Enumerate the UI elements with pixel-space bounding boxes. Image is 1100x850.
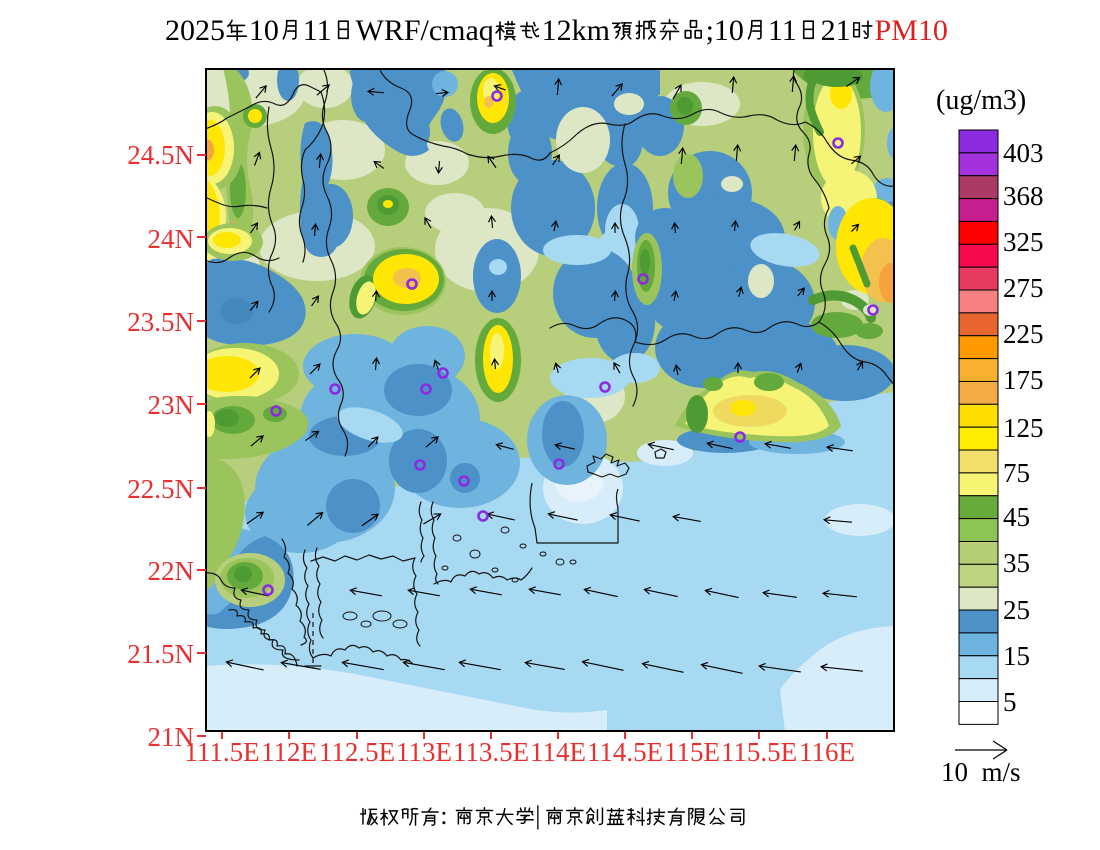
svg-text::: : — [440, 802, 447, 830]
svg-text:12km: 12km — [542, 14, 610, 47]
svg-text:;10: ;10 — [706, 14, 744, 47]
svg-text:21: 21 — [821, 14, 851, 47]
svg-text:|: | — [535, 802, 540, 830]
svg-text:WRF/cmaq: WRF/cmaq — [356, 14, 494, 47]
svg-text:11: 11 — [768, 14, 797, 47]
svg-text:10: 10 — [249, 14, 279, 47]
svg-text:11: 11 — [303, 14, 332, 47]
svg-text:2025: 2025 — [165, 14, 225, 47]
svg-text:PM10: PM10 — [875, 14, 948, 47]
